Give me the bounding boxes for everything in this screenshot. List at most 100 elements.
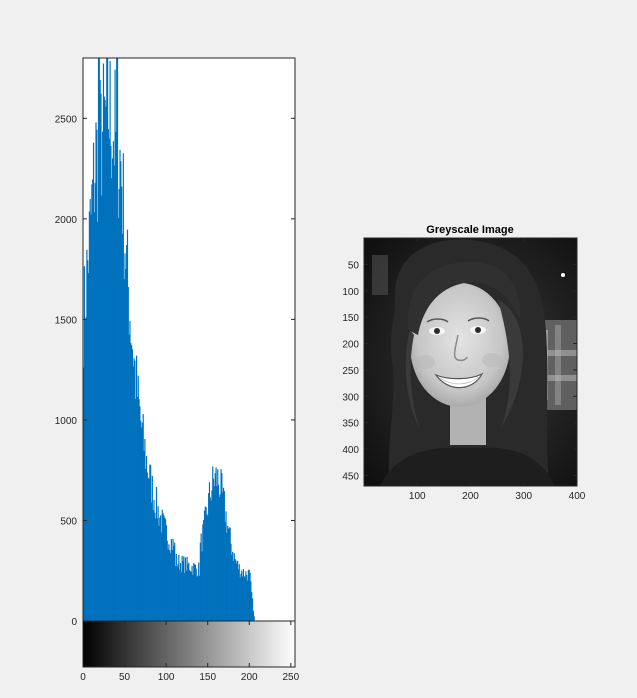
histogram-bar (151, 475, 153, 621)
histogram-bar (111, 158, 114, 621)
histogram-bar (195, 568, 197, 621)
histogram-bar (124, 253, 126, 621)
histogram-bar (194, 564, 196, 621)
y-tick-label: 1500 (55, 315, 78, 326)
histogram-bar (119, 149, 121, 621)
histogram-bar (131, 345, 133, 621)
histogram-bar (118, 189, 120, 621)
histogram-bar (96, 129, 98, 621)
histogram-bar (243, 576, 245, 621)
histogram-bar (167, 549, 169, 621)
histogram-bar (206, 514, 208, 621)
histogram-bar (143, 450, 145, 621)
histogram-bar (97, 58, 100, 621)
histogram-bar (178, 554, 180, 621)
histogram-bar (171, 549, 173, 621)
x-tick-label: 0 (80, 672, 86, 683)
histogram-bar (247, 570, 249, 621)
histogram-bar (115, 132, 117, 621)
histogram-bar (160, 515, 162, 621)
histogram-bar (198, 562, 200, 621)
histogram-bar (117, 217, 119, 622)
histogram-bar (93, 212, 95, 621)
image-title: Greyscale Image (426, 224, 513, 236)
histogram-bar (203, 510, 206, 621)
histogram-bar (107, 58, 109, 621)
histogram-bar (237, 560, 239, 621)
histogram-bar (95, 122, 97, 621)
histogram-bar (152, 510, 154, 621)
histogram-bar (84, 319, 86, 621)
histogram-bar (205, 507, 207, 621)
histogram-bar (186, 556, 188, 621)
histogram-bar (216, 486, 218, 621)
histogram-bar (193, 564, 196, 621)
histogram-bar (209, 497, 211, 621)
histogram-bar (86, 249, 88, 621)
histogram-bar (233, 553, 235, 621)
histogram-bar (193, 563, 195, 621)
histogram-bar (98, 58, 100, 621)
histogram-bar (144, 439, 146, 621)
greyscale-photo (364, 238, 577, 486)
histogram-bar (103, 96, 105, 621)
image-y-ticks: 50 100 150 200 250 300 350 400 450 (342, 260, 577, 482)
histogram-bar (227, 525, 229, 621)
histogram-bar (229, 527, 231, 621)
histogram-bar (248, 569, 250, 621)
histogram-bar (109, 60, 111, 622)
histogram-bar (149, 464, 151, 621)
image-axes: Greyscale Image (342, 224, 585, 502)
histogram-bar (226, 532, 228, 621)
histogram-bar (252, 610, 254, 621)
histogram-bar (170, 539, 172, 621)
histogram-bar (139, 406, 141, 621)
y-tick-label: 50 (348, 260, 360, 271)
x-tick-label: 200 (462, 491, 479, 502)
histogram-bar (165, 525, 167, 621)
histogram-bar (166, 540, 168, 621)
histogram-bar (162, 513, 164, 621)
histogram-bar (227, 528, 230, 621)
histogram-bar (137, 375, 139, 621)
histogram-bar (164, 517, 166, 621)
y-tick-label: 0 (71, 617, 77, 628)
histogram-bar (154, 512, 156, 621)
histogram-bar (212, 466, 214, 621)
histogram-bar (100, 93, 102, 622)
histogram-bar (105, 106, 107, 621)
histogram-bar (163, 515, 165, 621)
histogram-bar (134, 360, 136, 621)
histogram-bar (231, 554, 233, 621)
histogram-bar (182, 561, 184, 621)
x-tick-label: 400 (569, 491, 586, 502)
histogram-bar (202, 524, 204, 621)
histogram-bar (219, 494, 221, 621)
histogram-bar (232, 560, 235, 621)
histogram-bar (127, 287, 129, 621)
image-x-ticks: 100 200 300 400 (409, 238, 586, 502)
y-tick-label: 250 (342, 366, 359, 377)
histogram-bar (187, 564, 189, 621)
histogram-bar (168, 544, 170, 621)
x-tick-label: 250 (282, 672, 299, 683)
histogram-bar (104, 99, 106, 621)
histogram-axes: 0 500 1000 1500 2000 2500 (55, 57, 296, 628)
histogram-bar (122, 153, 124, 622)
histogram-bar (249, 572, 251, 621)
histogram-bar (106, 58, 108, 621)
histogram-bar (121, 233, 124, 621)
y-tick-label: 200 (342, 340, 359, 351)
y-tick-label: 500 (60, 516, 77, 527)
histogram-bar (140, 420, 142, 621)
histogram-bar (246, 580, 249, 621)
histogram-bar (129, 320, 131, 621)
histogram-bar (190, 571, 192, 621)
histogram-bar (242, 576, 244, 621)
histogram-bar (251, 592, 253, 621)
histogram-bar (160, 532, 163, 621)
histogram-bar (184, 572, 186, 621)
histogram-bar (141, 422, 143, 621)
histogram-bar (217, 469, 219, 621)
